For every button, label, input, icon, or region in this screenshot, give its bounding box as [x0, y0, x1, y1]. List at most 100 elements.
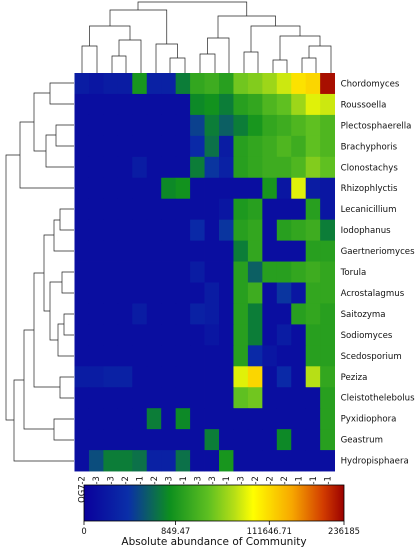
heatmap-cell	[204, 135, 220, 158]
heatmap-cell	[175, 135, 191, 158]
heatmap-cell	[305, 303, 321, 325]
heatmap-cell	[305, 450, 321, 472]
heatmap-cell	[233, 429, 249, 451]
heatmap-cell	[103, 345, 119, 367]
heatmap-cell	[161, 408, 177, 430]
heatmap-cell	[262, 219, 278, 241]
heatmap-cell	[320, 282, 335, 304]
heatmap-cell	[262, 450, 278, 472]
heatmap-cell	[305, 324, 321, 346]
heatmap-cell	[103, 240, 119, 262]
heatmap-cell	[247, 93, 263, 116]
heatmap-cell	[146, 366, 162, 388]
heatmap-cell	[175, 261, 191, 283]
heatmap-cell	[103, 177, 119, 200]
heatmap-cell	[190, 261, 205, 283]
heatmap-cell	[117, 261, 133, 283]
heatmap-cell	[291, 450, 307, 472]
heatmap-cell	[132, 429, 148, 451]
heatmap-cell	[305, 408, 321, 430]
heatmap-cell	[161, 387, 177, 409]
heatmap-cell	[190, 114, 205, 137]
heatmap-cell	[88, 73, 104, 95]
heatmap-cell	[132, 156, 148, 179]
heatmap-cell	[291, 177, 307, 200]
heatmap-cell	[204, 156, 220, 179]
heatmap-cell	[74, 93, 90, 116]
row-label: Roussoella	[341, 100, 387, 110]
heatmap-cell	[204, 261, 220, 283]
heatmap-cell	[103, 93, 119, 116]
heatmap-cell	[291, 219, 307, 241]
heatmap-cell	[291, 114, 307, 137]
heatmap-cell	[117, 219, 133, 241]
heatmap-cell	[204, 282, 220, 304]
heatmap-cell	[247, 429, 263, 451]
heatmap-cell	[117, 177, 133, 200]
heatmap-cell	[204, 366, 220, 388]
heatmap-cell	[146, 198, 162, 221]
heatmap-cell	[219, 261, 234, 283]
heatmap-cell	[74, 429, 90, 451]
heatmap-cell	[276, 324, 292, 346]
heatmap-cell	[74, 450, 90, 472]
heatmap-cell	[320, 303, 335, 325]
heatmap-cell	[276, 219, 292, 241]
heatmap-cell	[175, 450, 191, 472]
heatmap-cell	[132, 73, 148, 95]
heatmap-cell	[291, 198, 307, 221]
heatmap-cell	[88, 345, 104, 367]
heatmap-cell	[190, 366, 205, 388]
heatmap-cell	[320, 219, 335, 241]
heatmap-cell	[175, 93, 191, 116]
heatmap-cell	[219, 303, 234, 325]
heatmap-cell	[190, 387, 205, 409]
row-label: Torula	[340, 268, 367, 278]
row-label: Gaertneriomyces	[341, 247, 415, 257]
heatmap-cell	[103, 198, 119, 221]
heatmap-cell	[204, 73, 220, 95]
heatmap-cell	[320, 156, 335, 179]
heatmap-cell	[117, 93, 133, 116]
heatmap-cell	[219, 240, 234, 262]
heatmap-cell	[103, 261, 119, 283]
heatmap-cell	[161, 345, 177, 367]
heatmap-cell	[291, 387, 307, 409]
heatmap-cell	[276, 114, 292, 137]
heatmap-cell	[291, 345, 307, 367]
heatmap-cell	[146, 114, 162, 137]
heatmap-cell	[103, 429, 119, 451]
heatmap-cell	[132, 366, 148, 388]
heatmap-cell	[291, 282, 307, 304]
heatmap-cell	[146, 450, 162, 472]
heatmap-cell	[74, 114, 90, 137]
heatmap-cell	[117, 324, 133, 346]
heatmap-cell	[291, 156, 307, 179]
heatmap-cell	[117, 345, 133, 367]
heatmap-cell	[320, 324, 335, 346]
heatmap-cell	[233, 324, 249, 346]
heatmap-cell	[146, 387, 162, 409]
heatmap-cell	[276, 156, 292, 179]
heatmap-cell	[276, 303, 292, 325]
heatmap-cell	[146, 345, 162, 367]
heatmap-cell	[132, 345, 148, 367]
heatmap-cell	[305, 240, 321, 262]
heatmap-cell	[117, 282, 133, 304]
heatmap-cell	[74, 324, 90, 346]
heatmap-cell	[175, 345, 191, 367]
heatmap-cell	[262, 114, 278, 137]
heatmap-cell	[233, 366, 249, 388]
heatmap-cell	[161, 429, 177, 451]
heatmap-cell	[74, 408, 90, 430]
heatmap-cell	[146, 156, 162, 179]
heatmap-cell	[161, 303, 177, 325]
heatmap-cell	[74, 219, 90, 241]
heatmap-cell	[175, 303, 191, 325]
heatmap-cell	[247, 261, 263, 283]
heatmap-cell	[305, 73, 321, 95]
heatmap-cell	[175, 429, 191, 451]
heatmap-cell	[204, 93, 220, 116]
heatmap-cell	[320, 240, 335, 262]
